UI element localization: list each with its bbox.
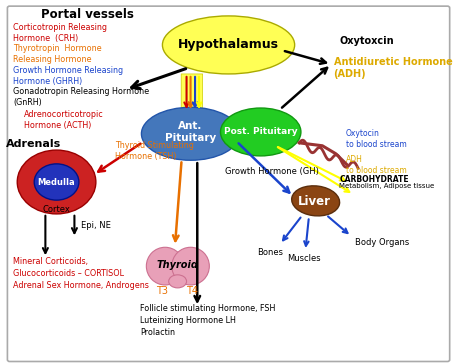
Text: Thyroid Stimulating
Hormone (TSH): Thyroid Stimulating Hormone (TSH) [115, 141, 193, 161]
Text: Epi, NE: Epi, NE [81, 221, 111, 230]
Text: Bones: Bones [257, 248, 283, 257]
Text: Follicle stimulating Hormone, FSH
Luteinizing Hormone LH
Prolactin: Follicle stimulating Hormone, FSH Lutein… [140, 304, 275, 337]
Text: Metabolism, Adipose tissue: Metabolism, Adipose tissue [339, 183, 435, 189]
Ellipse shape [292, 186, 339, 216]
Text: CARBOHYDRATE: CARBOHYDRATE [339, 175, 409, 183]
Text: Corticotropin Releasing
Hormone  (CRH): Corticotropin Releasing Hormone (CRH) [13, 23, 107, 43]
Text: Thyroid: Thyroid [157, 260, 199, 270]
Text: Thyrotropin  Hormone
Releasing Hormone: Thyrotropin Hormone Releasing Hormone [13, 44, 102, 64]
Ellipse shape [17, 150, 96, 214]
Text: Antidiuretic Hormone
(ADH): Antidiuretic Hormone (ADH) [334, 56, 452, 79]
Text: ADH
to blood stream: ADH to blood stream [346, 155, 406, 175]
Ellipse shape [146, 247, 184, 285]
Text: Mineral Corticoids,
Glucocorticoids – CORTISOL
Adrenal Sex Hormone, Androgens: Mineral Corticoids, Glucocorticoids – CO… [13, 257, 149, 290]
Text: Post. Pituitary: Post. Pituitary [224, 127, 298, 136]
Text: Cortex: Cortex [43, 205, 71, 214]
FancyArrow shape [178, 74, 206, 122]
Text: Gonadotropin Releasing Hormone
(GnRH): Gonadotropin Releasing Hormone (GnRH) [13, 87, 149, 107]
Ellipse shape [169, 275, 187, 288]
Ellipse shape [141, 107, 240, 160]
Text: Oxytocin
to blood stream: Oxytocin to blood stream [346, 129, 406, 149]
Text: Growth Hormone (GH): Growth Hormone (GH) [225, 167, 319, 176]
Text: Medulla: Medulla [38, 178, 75, 186]
Text: Adrenocorticotropic
Hormone (ACTH): Adrenocorticotropic Hormone (ACTH) [24, 110, 104, 130]
Text: Oxytoxcin: Oxytoxcin [339, 36, 394, 46]
Text: Liver: Liver [298, 195, 331, 208]
Text: Portal vessels: Portal vessels [41, 8, 134, 21]
Text: Growth Hormone Releasing
Hormone (GHRH): Growth Hormone Releasing Hormone (GHRH) [13, 66, 123, 86]
FancyBboxPatch shape [8, 6, 450, 361]
Ellipse shape [172, 247, 210, 285]
Text: Muscles: Muscles [287, 254, 320, 264]
Text: Body Organs: Body Organs [355, 238, 409, 248]
Text: Hypothalamus: Hypothalamus [178, 39, 279, 51]
Text: T3: T3 [156, 286, 168, 296]
Text: T4: T4 [186, 286, 198, 296]
Text: Ant.
Pituitary: Ant. Pituitary [165, 121, 216, 143]
Ellipse shape [163, 16, 295, 74]
Ellipse shape [220, 108, 301, 156]
Text: Adrenals: Adrenals [6, 139, 61, 149]
Ellipse shape [34, 164, 79, 200]
